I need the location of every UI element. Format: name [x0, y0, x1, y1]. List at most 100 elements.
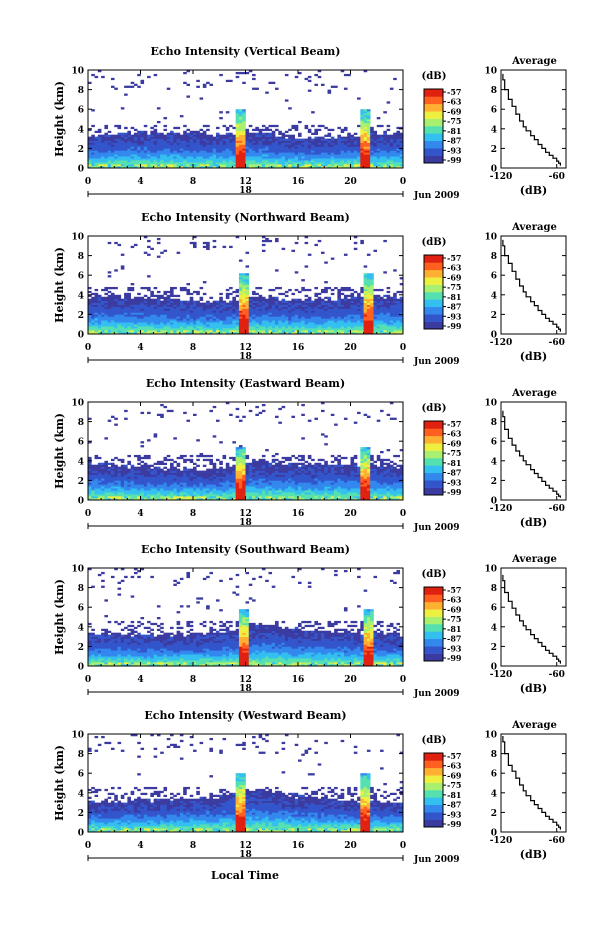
heatmap-cell: [144, 137, 148, 139]
heatmap-cell: [246, 309, 250, 311]
heatmap-cell: [108, 482, 112, 484]
heatmap-cell: [360, 242, 364, 244]
heatmap-cell: [344, 310, 348, 312]
heatmap-cell: [229, 125, 233, 127]
heatmap-cell: [114, 324, 118, 326]
heatmap-cell: [180, 322, 184, 324]
heatmap-cell: [203, 490, 207, 492]
heatmap-cell: [147, 143, 151, 145]
heatmap-cell: [160, 154, 164, 156]
heatmap-cell: [180, 139, 184, 141]
heatmap-cell: [282, 152, 286, 154]
heatmap-cell: [367, 310, 371, 312]
heatmap-cell: [396, 158, 400, 160]
heatmap-cell: [203, 455, 207, 457]
heatmap-cell: [167, 301, 171, 303]
heatmap-cell: [104, 137, 108, 139]
heatmap-cell: [377, 156, 381, 158]
heatmap-cell: [341, 146, 345, 148]
heatmap-cell: [114, 322, 118, 324]
heatmap-cell: [121, 471, 125, 473]
heatmap-cell: [170, 320, 174, 322]
heatmap-cell: [150, 139, 154, 141]
heatmap-cell: [150, 482, 154, 484]
heatmap-cell: [288, 152, 292, 154]
heatmap-cell: [373, 320, 377, 322]
heatmap-cell: [311, 328, 315, 330]
x-tick-label: 20: [344, 177, 357, 187]
heatmap-cell: [255, 309, 259, 311]
heatmap-cell: [357, 326, 361, 328]
heatmap-cell: [249, 330, 253, 332]
heatmap-cell: [239, 162, 243, 164]
heatmap-cell: [242, 289, 246, 291]
heatmap-cell: [380, 320, 384, 322]
heatmap-cell: [157, 309, 161, 311]
heatmap-cell: [163, 307, 167, 309]
heatmap-cell: [380, 326, 384, 328]
heatmap-cell: [101, 463, 105, 465]
heatmap-cell: [314, 287, 318, 289]
heatmap-cell: [114, 144, 118, 146]
heatmap-cell: [121, 328, 125, 330]
heatmap-cell: [111, 154, 115, 156]
heatmap-cell: [121, 486, 125, 488]
heatmap-cell: [147, 144, 151, 146]
heatmap-cell: [160, 324, 164, 326]
heatmap-cell: [278, 287, 282, 289]
heatmap-cell: [206, 476, 210, 478]
heatmap-cell: [242, 277, 246, 279]
heatmap-cell: [213, 139, 217, 141]
heatmap-cell: [278, 322, 282, 324]
heatmap-cell: [219, 293, 223, 295]
heatmap-cell: [255, 328, 259, 330]
heatmap-cell: [275, 162, 279, 164]
heatmap-cell: [383, 307, 387, 309]
heatmap-cell: [232, 330, 236, 332]
heatmap-cell: [157, 238, 161, 240]
heatmap-cell: [101, 490, 105, 492]
y-tick-label: 2: [78, 311, 84, 321]
heatmap-cell: [383, 152, 387, 154]
heatmap-cell: [232, 291, 236, 293]
heatmap-cell: [170, 287, 174, 289]
heatmap-cell: [131, 82, 135, 84]
heatmap-cell: [305, 164, 309, 166]
heatmap-cell: [170, 471, 174, 473]
heatmap-cell: [203, 160, 207, 162]
heatmap-cell: [170, 152, 174, 154]
heatmap-cell: [354, 156, 358, 158]
heatmap-cell: [295, 318, 299, 320]
heatmap-cell: [190, 316, 194, 318]
heatmap-cell: [173, 164, 177, 166]
heatmap-cell: [311, 158, 315, 160]
heatmap-cell: [196, 439, 200, 441]
heatmap-cell: [377, 301, 381, 303]
heatmap-cell: [246, 265, 250, 267]
heatmap-cell: [223, 137, 227, 139]
colorbar-unit: (dB): [422, 237, 447, 248]
heatmap-cell: [383, 156, 387, 158]
heatmap-cell: [173, 318, 177, 320]
heatmap-cell: [137, 476, 141, 478]
heatmap-cell: [239, 150, 243, 152]
heatmap-cell: [150, 469, 154, 471]
heatmap-cell: [134, 129, 138, 131]
heatmap-cell: [255, 310, 259, 312]
heatmap-cell: [311, 326, 315, 328]
heatmap-cell: [272, 320, 276, 322]
heatmap-cell: [163, 492, 167, 494]
heatmap-cell: [219, 144, 223, 146]
heatmap-cell: [367, 146, 371, 148]
heatmap-cell: [91, 330, 95, 332]
heatmap-cell: [154, 309, 158, 311]
heatmap-cell: [206, 322, 210, 324]
heatmap-cell: [318, 303, 322, 305]
heatmap-cell: [177, 475, 181, 477]
heatmap-cell: [295, 316, 299, 318]
heatmap-cell: [95, 144, 99, 146]
heatmap-cell: [232, 135, 236, 137]
heatmap-cell: [170, 289, 174, 291]
heatmap-cell: [288, 318, 292, 320]
heatmap-cell: [285, 74, 289, 76]
